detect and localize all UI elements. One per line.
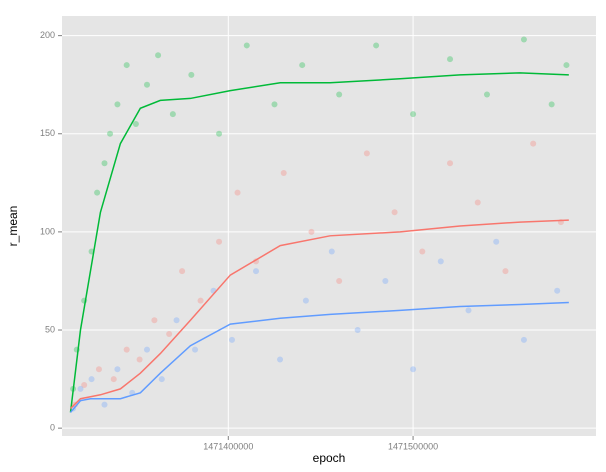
point	[530, 140, 537, 147]
point	[173, 317, 180, 324]
point	[563, 62, 570, 69]
point	[179, 268, 186, 275]
point	[410, 366, 417, 373]
point	[299, 62, 306, 69]
point	[271, 101, 278, 108]
point	[520, 36, 527, 43]
point	[143, 346, 150, 353]
y-tick-label: 100	[40, 226, 55, 236]
point	[110, 376, 117, 383]
smooth-line	[69, 72, 569, 413]
point	[336, 91, 343, 98]
y-tick-label: 150	[40, 128, 55, 138]
point	[354, 327, 361, 334]
point	[88, 376, 95, 383]
point	[81, 381, 88, 388]
point	[520, 336, 527, 343]
x-tick-label: 1471400000	[203, 441, 253, 451]
point	[277, 356, 284, 363]
grid	[62, 16, 596, 436]
point	[197, 297, 204, 304]
point	[123, 346, 130, 353]
point	[363, 150, 370, 157]
point	[328, 248, 335, 255]
point	[132, 120, 139, 127]
point	[107, 130, 114, 137]
y-tick-label: 200	[40, 30, 55, 40]
panel	[62, 16, 596, 436]
y-tick-label: 50	[45, 324, 55, 334]
point	[169, 111, 176, 118]
point	[234, 189, 241, 196]
point	[192, 346, 199, 353]
point	[216, 130, 223, 137]
point	[151, 317, 158, 324]
point	[483, 91, 490, 98]
smooth-line	[69, 301, 569, 413]
point	[548, 101, 555, 108]
point	[188, 71, 195, 78]
point	[308, 228, 315, 235]
point	[123, 62, 130, 69]
y-tick-label: 0	[50, 423, 55, 433]
point	[465, 307, 472, 314]
point	[554, 287, 561, 294]
point	[101, 160, 108, 167]
point	[95, 366, 102, 373]
point	[143, 81, 150, 88]
point	[419, 248, 426, 255]
point	[155, 52, 162, 59]
point	[228, 336, 235, 343]
point	[302, 297, 309, 304]
point	[391, 209, 398, 216]
point	[474, 199, 481, 206]
point	[158, 376, 165, 383]
point	[243, 42, 250, 49]
y-axis-title: r_mean	[6, 206, 20, 247]
x-tick-label: 1471500000	[388, 441, 438, 451]
point	[114, 101, 121, 108]
point	[114, 366, 121, 373]
point	[382, 277, 389, 284]
marks	[69, 36, 570, 413]
point	[437, 258, 444, 265]
point	[166, 330, 173, 337]
smooth-line	[69, 219, 569, 410]
point	[502, 268, 509, 275]
point	[336, 277, 343, 284]
point	[77, 385, 84, 392]
point	[94, 189, 101, 196]
point	[493, 238, 500, 245]
point	[280, 170, 287, 177]
point	[447, 56, 454, 63]
point	[253, 268, 260, 275]
point	[136, 356, 143, 363]
point	[216, 238, 223, 245]
point	[373, 42, 380, 49]
point	[101, 401, 108, 408]
point	[410, 111, 417, 118]
x-axis-title: epoch	[313, 451, 346, 465]
point	[447, 160, 454, 167]
